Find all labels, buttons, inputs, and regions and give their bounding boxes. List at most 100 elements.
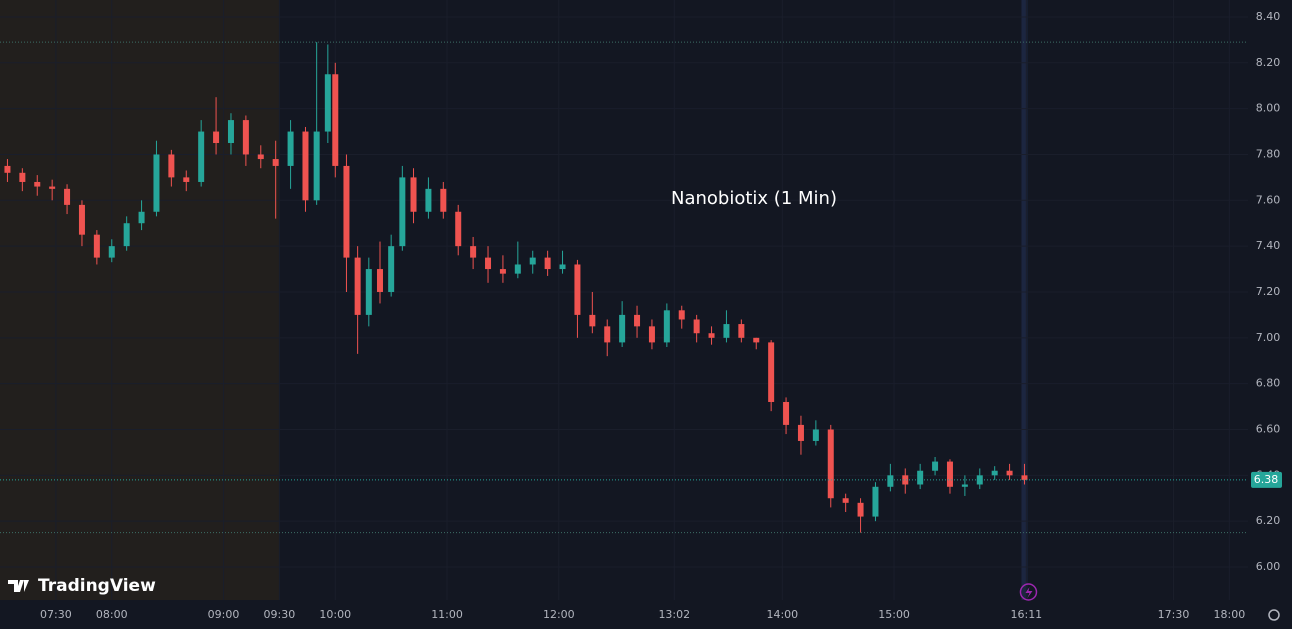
candle-body	[49, 186, 56, 189]
candle-body	[753, 337, 760, 343]
candle-body	[455, 211, 462, 247]
candle-body	[19, 172, 26, 182]
settings-icon[interactable]	[1268, 609, 1280, 621]
x-tick-label: 14:00	[766, 608, 798, 621]
chart-title: Nanobiotix (1 Min)	[671, 188, 837, 209]
y-tick-label: 8.00	[1256, 102, 1281, 115]
candle-body	[242, 120, 249, 155]
candle-body	[738, 324, 745, 338]
candle-body	[425, 188, 432, 212]
candle-body	[354, 257, 361, 315]
candle-body	[559, 264, 566, 270]
candle-body	[514, 264, 521, 274]
candle-body	[857, 502, 864, 517]
candle-body	[4, 165, 11, 173]
premarket-region	[0, 0, 280, 600]
candle-body	[768, 342, 775, 402]
x-tick-label: 15:00	[878, 608, 910, 621]
candle-body	[827, 429, 834, 499]
candle-body	[93, 234, 100, 258]
x-tick-label: 18:00	[1214, 608, 1246, 621]
event-icon	[1025, 587, 1033, 598]
candle-body	[1006, 470, 1013, 476]
y-tick-label: 8.40	[1256, 10, 1281, 23]
plot: 6.006.206.406.606.807.007.207.407.607.80…	[0, 0, 1282, 621]
logo: TradingView	[8, 576, 156, 596]
candle-body	[388, 246, 395, 292]
candle-body	[872, 486, 879, 517]
candle-body	[332, 74, 339, 166]
candle-body	[138, 211, 145, 224]
candle-body	[842, 498, 849, 503]
candle-body	[213, 131, 220, 144]
candle-body	[499, 269, 506, 274]
last-price-label: 6.38	[1254, 473, 1279, 486]
candle-body	[313, 131, 320, 201]
y-tick-label: 7.20	[1256, 285, 1281, 298]
candle-body	[648, 326, 655, 343]
candle-body	[108, 246, 115, 258]
candle-body	[123, 223, 130, 247]
candle-body	[812, 429, 819, 441]
candle-body	[678, 310, 685, 320]
candle-body	[410, 177, 417, 212]
candle-body	[693, 319, 700, 334]
candle-body	[976, 475, 983, 485]
last-price-box	[1251, 471, 1282, 488]
y-tick-label: 6.60	[1256, 422, 1281, 435]
candle-body	[376, 269, 383, 292]
y-tick-label: 7.40	[1256, 239, 1281, 252]
x-tick-label: 08:00	[96, 608, 128, 621]
candle-body	[153, 154, 160, 212]
y-tick-label: 7.00	[1256, 331, 1281, 344]
y-tick-label: 6.20	[1256, 514, 1281, 527]
candle-body	[470, 246, 477, 258]
candle-body	[723, 324, 730, 338]
x-tick-label: 07:30	[40, 608, 72, 621]
x-tick-label: 17:30	[1158, 608, 1190, 621]
candle-body	[365, 269, 372, 315]
candle-body	[440, 188, 447, 212]
candle-body	[619, 314, 626, 343]
candle-body	[634, 314, 641, 327]
candle-body	[574, 264, 581, 315]
candle-body	[887, 475, 894, 487]
x-tick-label: 09:30	[264, 608, 296, 621]
candle-body	[183, 177, 190, 182]
x-tick-label: 11:00	[431, 608, 463, 621]
logo-icon	[8, 580, 29, 592]
candle-body	[961, 484, 968, 487]
candle-body	[1021, 475, 1028, 480]
candle-body	[78, 204, 85, 235]
candle-body	[529, 257, 536, 265]
x-tick-label: 13:02	[658, 608, 690, 621]
current-time-band	[1021, 0, 1028, 600]
candle-body	[604, 326, 611, 343]
candle-body	[198, 131, 205, 182]
candle-body	[34, 181, 41, 187]
candle-body	[783, 401, 790, 425]
candle-body	[902, 475, 909, 485]
watermark: TradingView	[38, 576, 156, 596]
y-tick-label: 8.20	[1256, 56, 1281, 69]
candle-body	[257, 154, 264, 160]
x-tick-label: 16:11	[1010, 608, 1042, 621]
candle-body	[272, 159, 279, 166]
candle-body	[932, 461, 939, 471]
candle-body	[227, 120, 234, 144]
candle-body	[64, 188, 71, 205]
candle-body	[324, 74, 331, 132]
settings-gear[interactable]	[1268, 609, 1280, 621]
candle-body	[663, 310, 670, 343]
candle-body	[485, 257, 492, 270]
candle-body	[399, 177, 406, 247]
x-tick-label: 10:00	[319, 608, 351, 621]
candle-body	[544, 257, 551, 270]
y-tick-label: 6.80	[1256, 377, 1281, 390]
candle-body	[946, 461, 953, 487]
x-tick-label: 09:00	[208, 608, 240, 621]
event-marker	[1019, 583, 1038, 601]
candle-body	[708, 333, 715, 338]
candle-body	[168, 154, 175, 178]
